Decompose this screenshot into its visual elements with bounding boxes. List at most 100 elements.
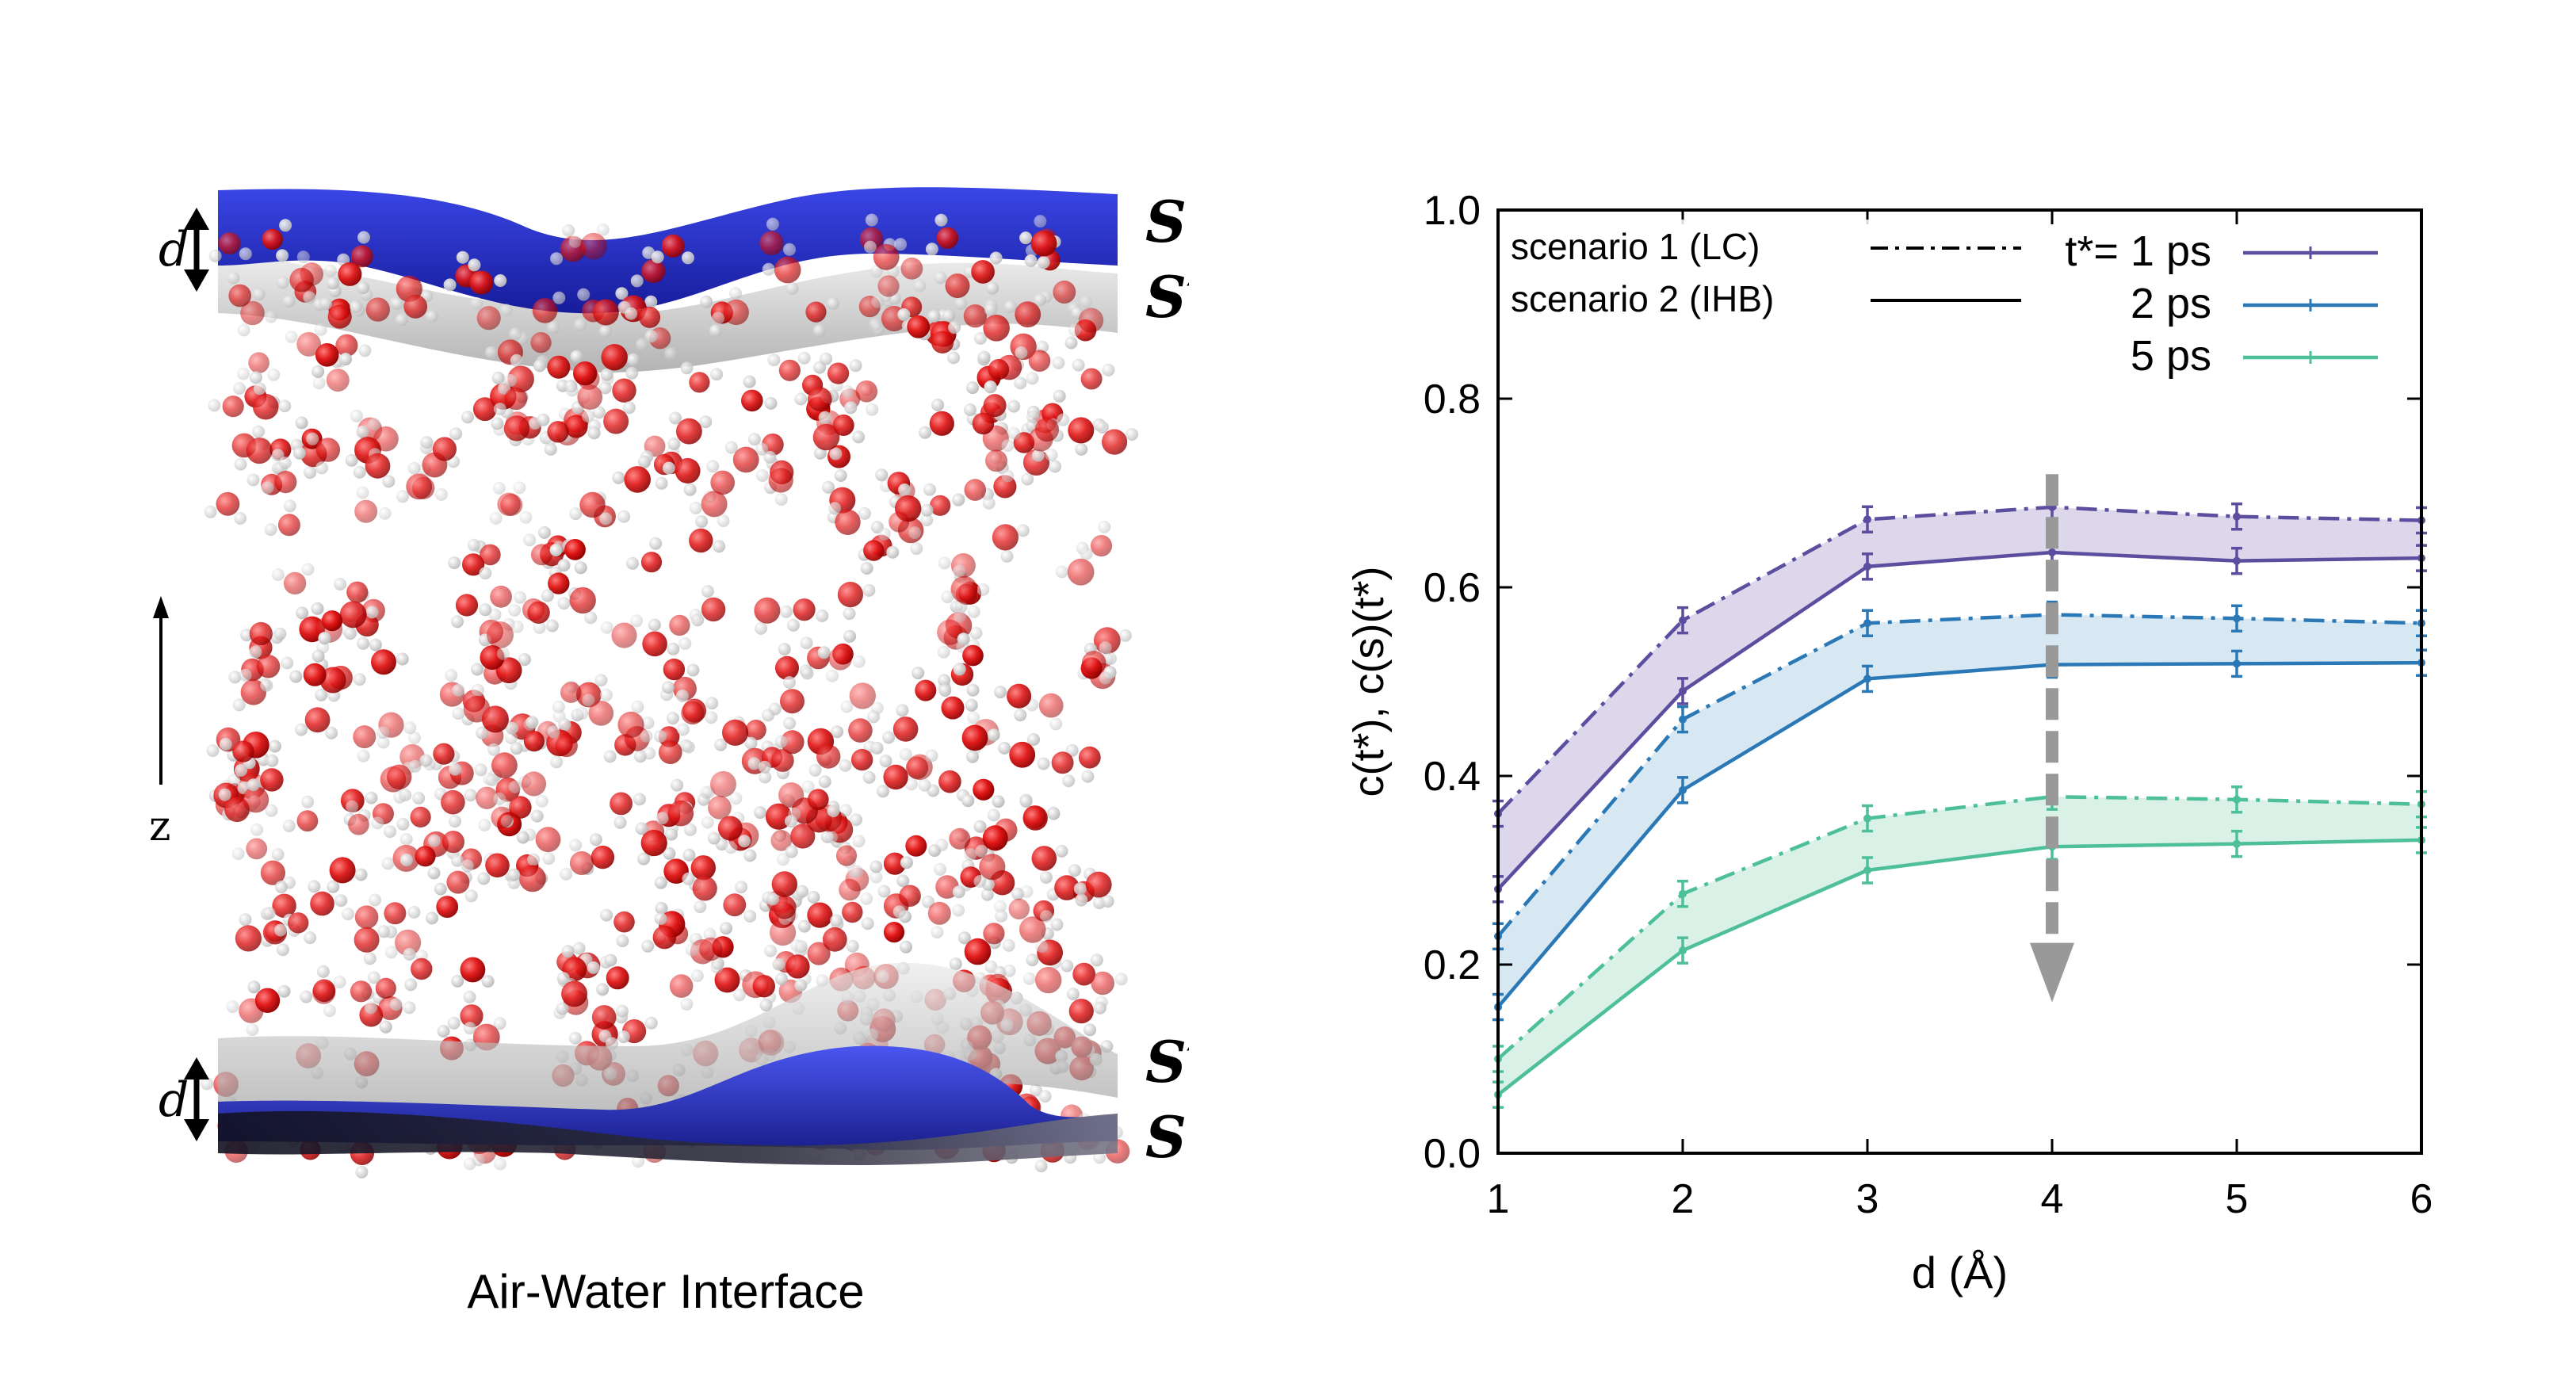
hydrogen-atom (556, 1002, 569, 1015)
water-molecule (350, 971, 380, 1015)
oxygen-atom (708, 796, 732, 820)
oxygen-atom (1008, 898, 1030, 920)
hydrogen-atom (948, 321, 961, 334)
oxygen-atom (941, 696, 965, 720)
hydrogen-atom (644, 1016, 658, 1030)
water-molecule (426, 882, 459, 925)
oxygen-atom (1102, 429, 1128, 455)
hydrogen-atom (304, 931, 317, 945)
water-molecule (882, 704, 919, 744)
water-molecule (886, 257, 927, 292)
hydrogen-atom (612, 471, 625, 484)
series-lines (1496, 505, 2422, 1096)
hydrogen-atom (980, 888, 994, 901)
oxygen-atom (807, 902, 833, 928)
water-molecule (295, 707, 338, 739)
hydrogen-atom (273, 627, 287, 640)
oxygen-atom (710, 770, 736, 797)
hydrogen-atom (396, 817, 410, 831)
oxygen-atom (1030, 230, 1057, 257)
hydrogen-atom (301, 563, 315, 576)
oxygen-atom (855, 380, 878, 403)
hydrogen-atom (774, 493, 788, 506)
oxygen-atom (822, 927, 847, 952)
oxygen-atom (1009, 741, 1036, 768)
hydrogen-atom (598, 381, 612, 395)
water-molecule (487, 620, 524, 660)
oxygen-atom (304, 707, 331, 733)
oxygen-atom (321, 610, 343, 632)
oxygen-atom (842, 901, 863, 923)
hydrogen-atom (689, 502, 702, 514)
oxygen-atom (564, 539, 586, 560)
hydrogen-atom (973, 820, 987, 833)
hydrogen-atom (448, 556, 461, 570)
water-molecule (689, 491, 730, 527)
water-molecule (752, 973, 788, 1012)
water-molecule (395, 294, 438, 327)
oxygen-atom (722, 719, 749, 746)
hydrogen-atom (1047, 807, 1061, 820)
oxygen-atom (929, 411, 954, 436)
water-molecule (820, 352, 862, 384)
hydrogen-atom (514, 590, 527, 604)
oxygen-atom (411, 957, 433, 980)
hydrogen-atom (357, 281, 370, 295)
hydrogen-atom (594, 674, 608, 687)
water-molecule (600, 614, 643, 648)
water-molecule (500, 481, 533, 524)
oxygen-atom (530, 332, 552, 353)
oxygen-atom (835, 845, 858, 866)
hydrogen-atom (569, 507, 583, 521)
hydrogen-atom (844, 401, 858, 415)
hydrogen-atom (869, 318, 882, 331)
hydrogen-atom (957, 931, 971, 945)
hydrogen-atom (1001, 439, 1015, 453)
hydrogen-atom (599, 325, 612, 338)
hydrogen-atom (794, 979, 808, 992)
hydrogen-atom (381, 857, 395, 870)
water-molecule (598, 366, 639, 403)
hydrogen-atom (552, 701, 565, 713)
hydrogen-atom (1019, 231, 1033, 245)
oxygen-atom (246, 438, 273, 464)
hydrogen-atom (1090, 953, 1103, 967)
hydrogen-atom (456, 250, 469, 264)
hydrogen-atom (376, 726, 390, 739)
oxygen-atom (692, 876, 717, 901)
hydrogen-atom (474, 763, 487, 777)
oxygen-atom (315, 343, 339, 367)
hydrogen-atom (713, 540, 726, 553)
oxygen-atom (481, 705, 509, 733)
hydrogen-atom (276, 249, 289, 262)
hydrogen-atom (452, 683, 465, 697)
hydrogen-atom (625, 307, 638, 320)
oxygen-atom (1068, 999, 1094, 1024)
water-molecule (419, 743, 462, 776)
water-molecule (264, 499, 300, 537)
hydrogen-atom (717, 514, 730, 527)
oxygen-atom (937, 619, 963, 645)
oxygen-atom (963, 304, 988, 328)
hydrogen-atom (1055, 844, 1068, 858)
oxygen-atom (785, 954, 810, 979)
y-axis-label-text: c(t*), c(s)(t*) (1345, 567, 1393, 797)
hydrogen-atom (863, 240, 877, 254)
hydrogen-atom (680, 361, 694, 375)
water-molecule (1095, 421, 1139, 455)
oxygen-atom (531, 544, 552, 566)
hydrogen-atom (796, 885, 808, 898)
oxygen-atom (1072, 962, 1096, 986)
oxygen-atom (808, 789, 829, 810)
hydrogen-atom (1052, 356, 1065, 369)
oxygen-atom (252, 393, 279, 420)
hydrogen-atom (235, 763, 248, 777)
hydrogen-atom (899, 747, 912, 761)
error-bars (1492, 493, 2427, 1109)
legend-scenario-1: scenario 1 (LC) (1511, 226, 1760, 267)
hydrogen-atom (268, 739, 281, 753)
oxygen-atom (415, 846, 436, 867)
hydrogen-atom (283, 499, 296, 513)
hydrogen-atom (587, 961, 600, 974)
data-point (1679, 785, 1687, 794)
